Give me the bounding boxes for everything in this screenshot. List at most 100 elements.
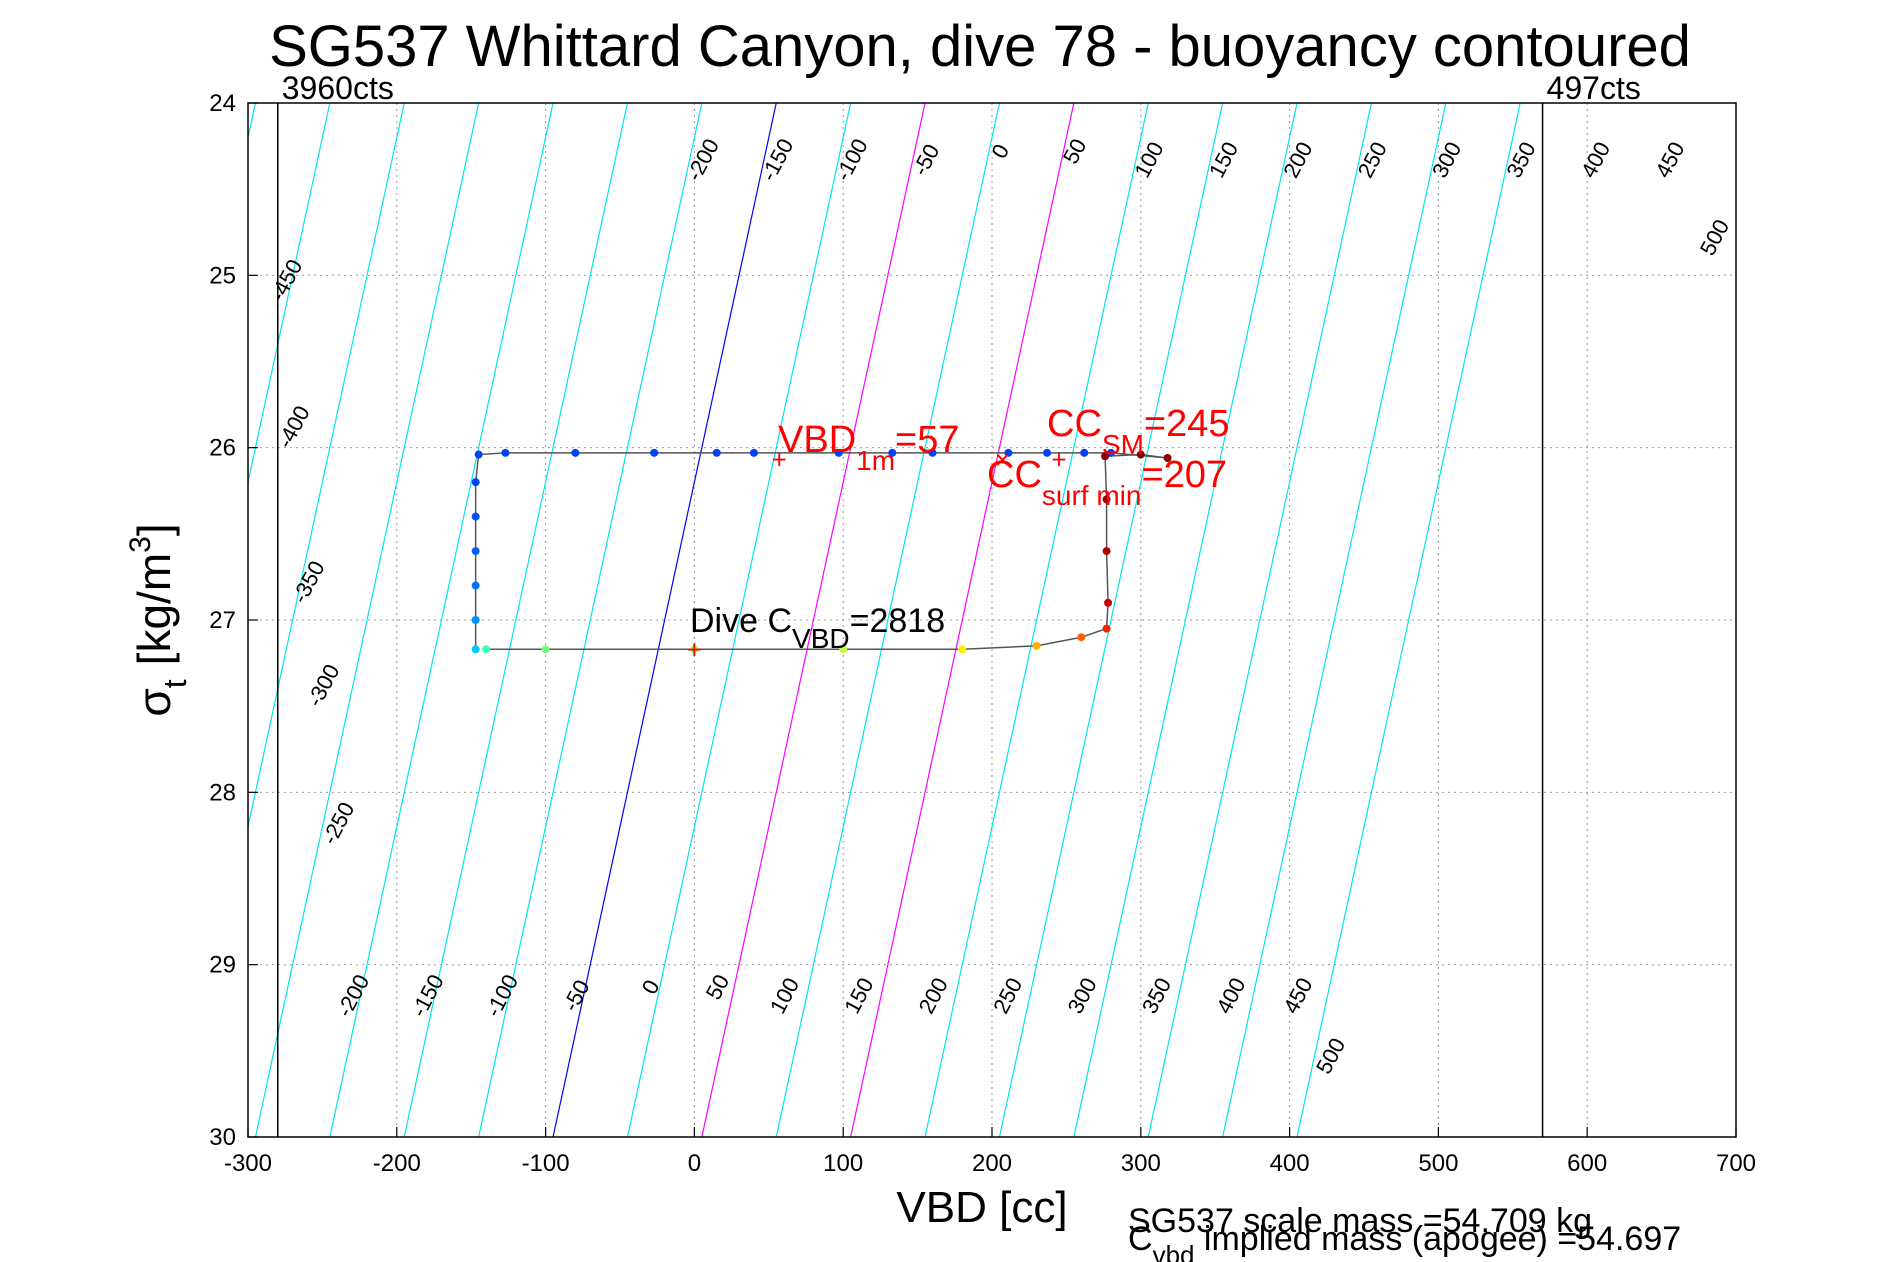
vbd-limit-lines: 3960cts 497cts xyxy=(277,70,1641,1137)
contour-line xyxy=(1147,103,1373,1137)
x-axis-label: VBD [cc] xyxy=(896,1183,1067,1232)
data-point xyxy=(928,448,937,457)
contour-label: 300 xyxy=(1427,138,1466,182)
data-point xyxy=(712,448,721,457)
contour-line xyxy=(701,103,926,1137)
chart-title: SG537 Whittard Canyon, dive 78 - buoyanc… xyxy=(269,14,1691,79)
data-point xyxy=(471,478,480,487)
contour-label: -150 xyxy=(406,970,449,1021)
contour-label: 100 xyxy=(765,974,804,1018)
cc-sm-label: CCSM=245 xyxy=(1047,403,1229,460)
data-series xyxy=(471,448,1172,654)
contour-label: 200 xyxy=(1278,138,1317,182)
contour-label: -300 xyxy=(302,660,345,711)
contour-line xyxy=(254,103,480,1137)
contour-line xyxy=(248,103,405,830)
x-tick-label: 600 xyxy=(1567,1150,1607,1177)
x-tick-label: 500 xyxy=(1418,1150,1458,1177)
contour-line xyxy=(552,103,777,1137)
marker: + xyxy=(687,634,702,664)
contour-label: 150 xyxy=(839,974,878,1018)
data-point xyxy=(471,581,480,590)
marker: × xyxy=(995,445,1010,475)
data-point xyxy=(474,450,483,459)
y-tick-label: 26 xyxy=(209,435,236,462)
data-point xyxy=(482,645,491,654)
contour-line xyxy=(248,103,331,485)
data-point xyxy=(958,645,967,654)
data-point xyxy=(1102,624,1111,633)
buoyancy-contours: -200 -150 -100 -50 0 50 100 150 200 250 300 350 400 4… xyxy=(0,103,1734,1137)
data-point xyxy=(888,448,897,457)
data-point xyxy=(749,448,758,457)
axes: -300 -200 -100 0 100 200 300 400 500 600 700242526… xyxy=(209,90,1756,1177)
marker: + xyxy=(772,445,787,475)
contour-line xyxy=(1222,103,1447,1137)
contour-label: -200 xyxy=(332,970,375,1021)
contour-label: -450 xyxy=(265,255,308,306)
data-point xyxy=(1043,448,1052,457)
x-tick-label: -300 xyxy=(224,1150,272,1177)
contour-label: 0 xyxy=(986,140,1014,163)
contour-line xyxy=(1073,103,1298,1137)
x-tick-label: 100 xyxy=(823,1150,863,1177)
limit-label: 497cts xyxy=(1547,70,1641,106)
data-point xyxy=(1163,454,1172,463)
data-point xyxy=(1102,495,1111,504)
data-point xyxy=(1136,450,1145,459)
contour-label: 250 xyxy=(1353,138,1392,182)
contour-line xyxy=(626,103,852,1137)
contour-line xyxy=(329,103,554,1137)
contour-label: 400 xyxy=(1211,974,1250,1018)
contour-label: 450 xyxy=(1650,138,1689,182)
data-point xyxy=(834,448,843,457)
dive-cvbd-label: Dive CVBD=2818 xyxy=(690,602,945,654)
contour-line xyxy=(403,103,629,1137)
contour-label: -50 xyxy=(558,976,595,1016)
contour-label: 450 xyxy=(1278,974,1317,1018)
cc-surf-min-label: CCsurf min=207 xyxy=(987,454,1227,511)
contour-label: -50 xyxy=(907,140,944,180)
data-point xyxy=(471,512,480,521)
contour-line xyxy=(850,103,1075,1137)
contour-line xyxy=(1296,103,1521,1137)
data-point xyxy=(1077,633,1086,642)
contour-label: -150 xyxy=(756,134,799,185)
contour-label: -200 xyxy=(681,134,724,185)
contour-label: 50 xyxy=(1058,135,1092,168)
x-tick-label: 700 xyxy=(1716,1150,1756,1177)
data-point xyxy=(1104,598,1113,607)
annotation-markers: + × + + xyxy=(687,445,1067,665)
data-point xyxy=(690,645,699,654)
footer-implied-mass: Cvbd implied mass (apogee) =54.697 xyxy=(1128,1220,1681,1262)
data-point xyxy=(541,645,550,654)
y-tick-label: 28 xyxy=(209,779,236,806)
data-point xyxy=(1004,448,1013,457)
limit-label: 3960cts xyxy=(282,70,394,106)
data-point xyxy=(1107,448,1116,457)
data-point xyxy=(501,448,510,457)
data-point xyxy=(571,448,580,457)
contour-label: 500 xyxy=(1311,1034,1350,1078)
contour-label: 500 xyxy=(1695,215,1734,259)
data-point xyxy=(1101,452,1110,461)
data-point xyxy=(1032,641,1041,650)
y-tick-label: 25 xyxy=(209,262,236,289)
vbd-1m-label: VBD1m=57 xyxy=(778,419,960,476)
data-point xyxy=(471,645,480,654)
contour-label: 50 xyxy=(701,970,735,1003)
x-tick-label: 0 xyxy=(688,1150,701,1177)
contour-label: 150 xyxy=(1204,138,1243,182)
x-tick-label: -100 xyxy=(522,1150,570,1177)
contour-label: 250 xyxy=(988,974,1027,1018)
marker: + xyxy=(1051,445,1066,475)
y-tick-label: 30 xyxy=(209,1124,236,1151)
contour-line xyxy=(0,103,107,1137)
contour-label: 200 xyxy=(914,974,953,1018)
data-point xyxy=(471,547,480,556)
data-point xyxy=(1102,547,1111,556)
contour-label: 400 xyxy=(1576,138,1615,182)
data-point xyxy=(650,448,659,457)
contour-line xyxy=(478,103,703,1137)
contour-line xyxy=(775,103,1001,1137)
